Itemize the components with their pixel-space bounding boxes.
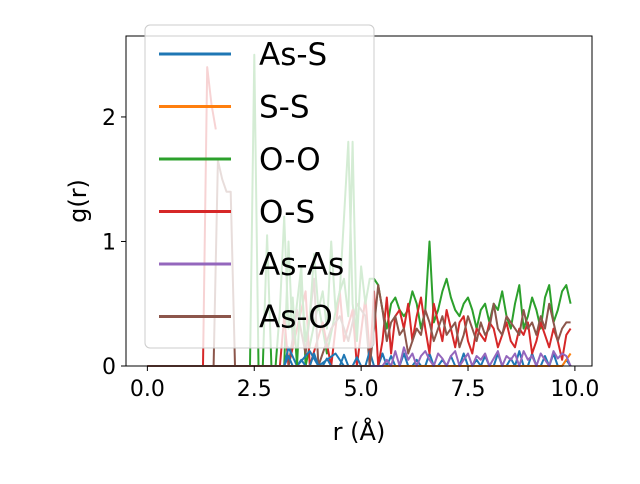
y-tick-label: 0 [102,355,116,380]
axes: 0.0 2.5 5.0 7.5 10.0 0 1 2 r (Å) g(r) [64,35,599,446]
y-tick-label: 2 [102,106,116,131]
x-tick-label: 5.0 [344,377,379,402]
legend-label-s-s: S-S [259,90,310,126]
y-tick-label: 1 [102,230,116,255]
x-axis-label: r (Å) [333,417,386,446]
x-tick-label: 2.5 [237,377,272,402]
legend-label-as-s: As-S [259,37,327,73]
legend-label-o-o: O-O [259,142,321,178]
legend: As-S S-S O-O O-S As-As As-O [144,24,375,349]
legend-label-as-o: As-O [259,300,333,336]
legend-label-o-s: O-S [259,195,315,231]
x-tick-label: 10.0 [550,377,599,402]
x-tick-label: 7.5 [451,377,486,402]
y-axis-label: g(r) [64,179,92,223]
legend-label-as-as: As-As [259,247,344,283]
x-tick-label: 0.0 [130,377,165,402]
